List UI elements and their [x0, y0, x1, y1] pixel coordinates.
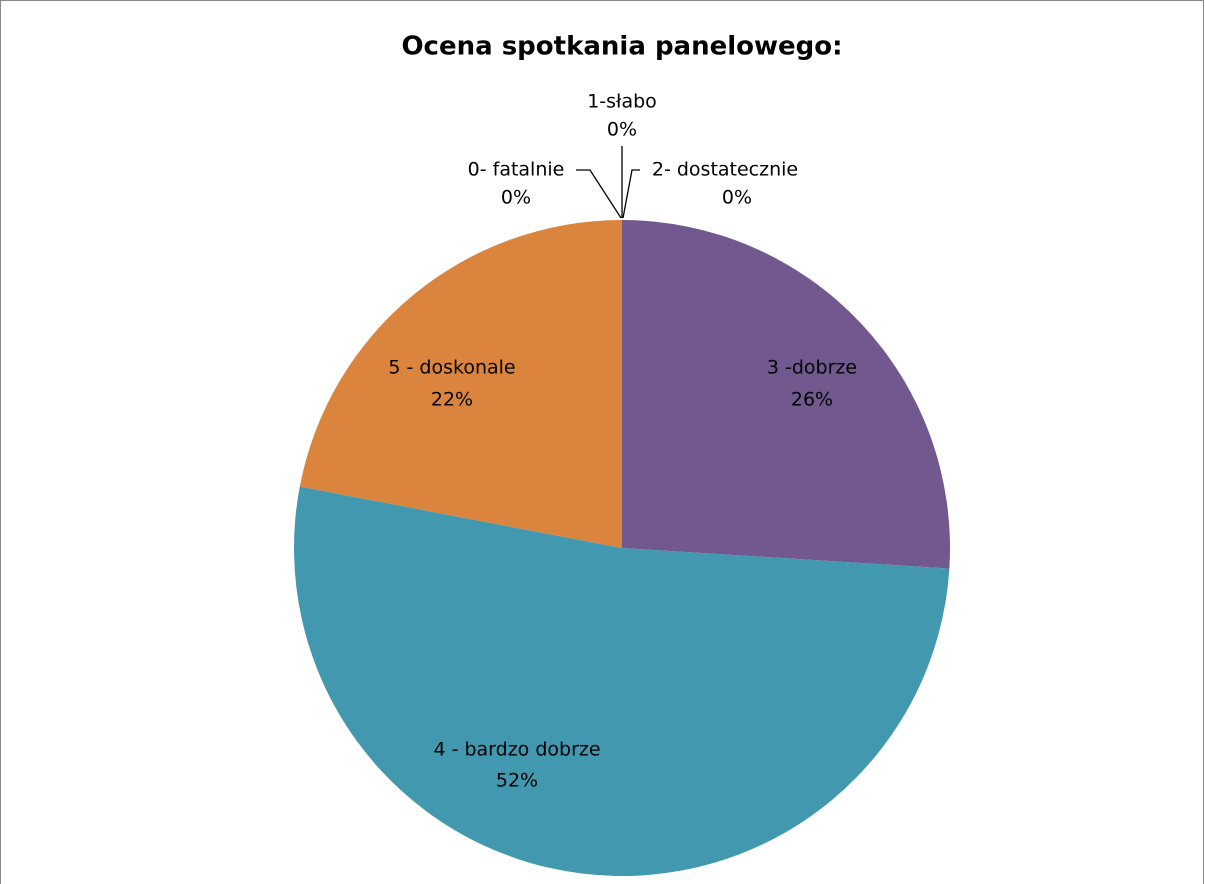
slice-label: 0- fatalnie — [468, 159, 565, 181]
slice-label: 4 - bardzo dobrze — [433, 739, 600, 761]
value-label: 0% — [501, 187, 531, 209]
slice-label: 5 - doskonale — [388, 357, 515, 379]
leader-line — [622, 169, 640, 219]
chart-title: Ocena spotkania panelowego: — [401, 32, 842, 62]
slice-label: 3 -dobrze — [767, 357, 857, 379]
value-label: 0% — [607, 119, 637, 141]
pie-slice — [299, 220, 622, 548]
value-label: 26% — [791, 389, 833, 411]
leader-line — [576, 169, 622, 219]
value-label: 22% — [431, 389, 473, 411]
value-label: 52% — [496, 770, 538, 792]
value-label: 0% — [722, 187, 752, 209]
pie-slice — [294, 486, 950, 876]
slice-label: 1-słabo — [587, 91, 657, 113]
pie-slice — [622, 220, 950, 569]
slice-label: 2- dostatecznie — [652, 159, 798, 181]
